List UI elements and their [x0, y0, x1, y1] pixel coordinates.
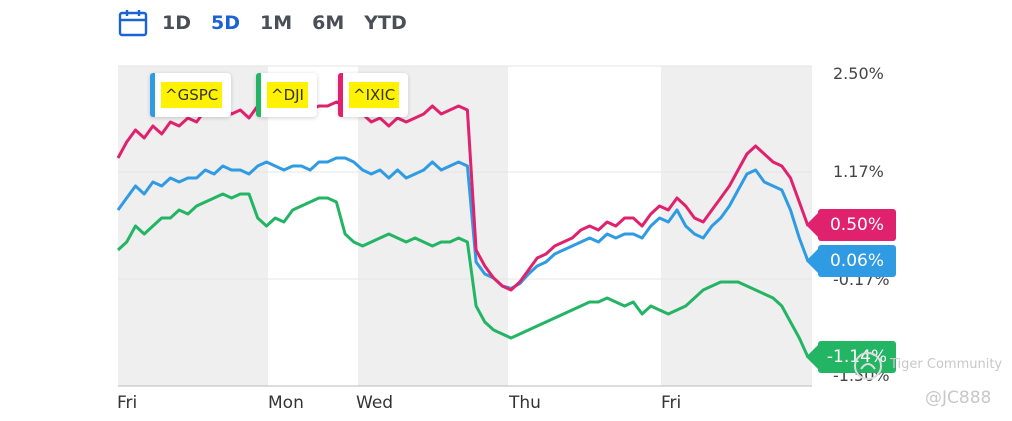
legend-dji[interactable]: ^DJI [256, 73, 317, 117]
range-6m-button[interactable]: 6M [312, 12, 345, 34]
x-tick-label: Fri [117, 393, 138, 413]
watermark-handle: @JC888 [925, 388, 992, 408]
legend-ixic-swatch [338, 73, 343, 117]
ixic-value-badge: 0.50% [806, 209, 896, 241]
x-tick-label: Mon [268, 393, 304, 413]
y-tick-label: 2.50% [833, 64, 884, 83]
legend-ixic-label: ^IXIC [349, 82, 400, 108]
dji-value-badge: -1.14% [806, 341, 896, 373]
x-tick-label: Fri [661, 393, 682, 413]
tiger-logo-icon [854, 352, 882, 380]
legend-ixic[interactable]: ^IXIC [338, 73, 409, 117]
watermark-community: Tiger Community [890, 357, 1003, 372]
gspc-value-label: 0.06% [829, 251, 884, 271]
range-ytd-button[interactable]: YTD [364, 12, 407, 34]
series-line-dji [116, 192, 810, 358]
legend-gspc[interactable]: ^GSPC [150, 73, 232, 117]
legend-gspc-label: ^GSPC [161, 82, 223, 108]
series-line-ixic [116, 100, 810, 292]
legend-dji-label: ^DJI [267, 82, 308, 108]
session-band [661, 66, 812, 386]
calendar-icon[interactable] [118, 9, 148, 37]
range-1d-button[interactable]: 1D [162, 12, 191, 34]
legend-gspc-swatch [150, 73, 155, 117]
range-1m-button[interactable]: 1M [260, 12, 293, 34]
range-toolbar: 1D 5D 1M 6M YTD [118, 8, 427, 38]
series-line-gspc [116, 156, 810, 290]
ixic-value-label: 0.50% [829, 215, 884, 235]
gspc-value-badge: 0.06% [806, 245, 896, 277]
x-tick-label: Wed [356, 393, 394, 413]
y-tick-label: 1.17% [833, 162, 884, 181]
legend-dji-swatch [256, 73, 261, 117]
x-tick-label: Thu [509, 393, 541, 413]
dji-value-label: -1.14% [826, 347, 888, 367]
range-5d-button[interactable]: 5D [211, 12, 240, 34]
